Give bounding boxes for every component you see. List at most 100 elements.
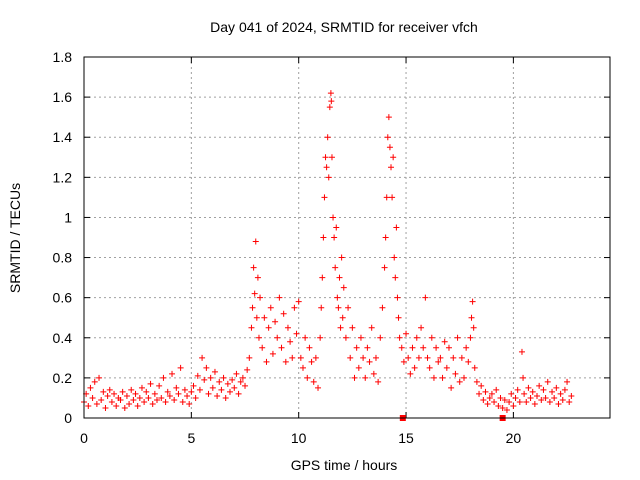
data-point [437, 354, 444, 361]
data-point [568, 392, 575, 399]
y-tick-label: 0.2 [53, 370, 73, 386]
data-point [482, 388, 489, 395]
data-point [497, 394, 504, 401]
data-point [141, 398, 148, 405]
data-point [544, 378, 551, 385]
data-point [353, 344, 360, 351]
data-point [468, 314, 475, 321]
data-point [119, 388, 126, 395]
data-point [398, 344, 405, 351]
data-point [542, 394, 549, 401]
data-point [428, 334, 435, 341]
data-point [226, 388, 233, 395]
data-point [257, 294, 264, 301]
data-point [321, 194, 328, 201]
data-point [147, 380, 154, 387]
data-point [559, 396, 566, 403]
data-point [162, 398, 169, 405]
data-point [424, 354, 431, 361]
data-point [111, 390, 118, 397]
data-point [132, 390, 139, 397]
data-point [347, 354, 354, 361]
y-tick-label: 0.8 [53, 250, 73, 266]
plot-frame [83, 56, 611, 419]
data-point [242, 382, 249, 389]
data-point [246, 354, 253, 361]
data-point [318, 304, 325, 311]
chart-title: Day 041 of 2024, SRMTID for receiver vfc… [210, 19, 478, 35]
data-point [280, 310, 287, 317]
data-point [214, 392, 221, 399]
tick-layer: 0 0.2 0.4 0.6 0.8 1 1.2 1.4 1.6 1.8 0 5 10 15 20 [53, 49, 610, 446]
data-point [463, 344, 470, 351]
data-point [218, 386, 225, 393]
data-point [328, 98, 335, 105]
data-point [413, 334, 420, 341]
data-point [377, 334, 384, 341]
data-point [239, 374, 246, 381]
data-point [388, 164, 395, 171]
data-point [143, 388, 150, 395]
data-point [276, 294, 283, 301]
data-point [523, 398, 530, 405]
data-point [331, 234, 338, 241]
data-point [355, 364, 362, 371]
data-point [287, 338, 294, 345]
data-point [89, 394, 96, 401]
data-point [458, 354, 465, 361]
y-tick-label: 0.6 [53, 290, 73, 306]
data-point [263, 358, 270, 365]
data-point [317, 334, 324, 341]
data-point [149, 400, 156, 407]
grid-layer [84, 57, 610, 418]
data-point [514, 386, 521, 393]
data-point [259, 344, 266, 351]
data-point [557, 390, 564, 397]
data-point [338, 254, 345, 261]
data-point [375, 378, 382, 385]
y-tick-label: 0 [64, 410, 72, 426]
data-point [383, 194, 390, 201]
data-point [473, 378, 480, 385]
data-point [196, 386, 203, 393]
data-point [372, 354, 379, 361]
data-point [237, 378, 244, 385]
data-point [506, 398, 513, 405]
data-point [291, 304, 298, 311]
data-point [549, 388, 556, 395]
data-point [96, 374, 103, 381]
data-point [525, 384, 532, 391]
data-point [411, 364, 418, 371]
data-point [128, 386, 135, 393]
data-point [272, 318, 279, 325]
data-point [121, 404, 128, 411]
data-point [179, 398, 186, 405]
data-point [551, 394, 558, 401]
data-point [392, 274, 399, 281]
data-point [253, 314, 260, 321]
data-point [330, 214, 337, 221]
data-point [471, 364, 478, 371]
data-point [319, 274, 326, 281]
data-point [362, 374, 369, 381]
data-point [295, 298, 302, 305]
x-tick-label: 20 [506, 430, 522, 446]
x-tick-label: 5 [187, 430, 195, 446]
data-point [430, 374, 437, 381]
data-point [508, 390, 515, 397]
data-point [435, 358, 442, 365]
data-point [503, 406, 510, 413]
data-point [306, 344, 313, 351]
data-point [476, 390, 483, 397]
data-point [531, 400, 538, 407]
data-point [409, 344, 416, 351]
data-point [282, 358, 289, 365]
data-point [171, 396, 178, 403]
data-point [553, 384, 560, 391]
data-point [527, 394, 534, 401]
data-point [108, 398, 115, 405]
data-point [538, 396, 545, 403]
data-point [211, 368, 218, 375]
data-point [349, 324, 356, 331]
